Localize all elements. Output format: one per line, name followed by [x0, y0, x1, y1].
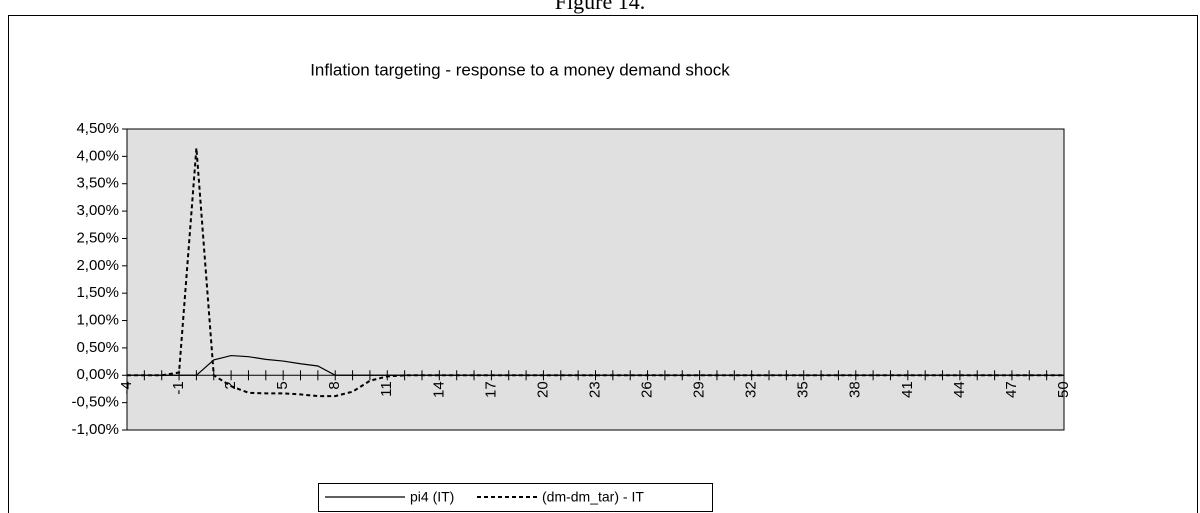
x-tick-label: -1 — [170, 381, 187, 394]
x-tick-label: 35 — [795, 381, 812, 398]
legend-label: pi4 (IT) — [410, 489, 454, 505]
x-tick-label: 50 — [1055, 381, 1072, 398]
y-tick-label: 3,50% — [76, 175, 119, 192]
y-tick-label: 4,50% — [76, 120, 119, 137]
x-tick-label: 38 — [847, 381, 864, 398]
y-tick-label: 3,00% — [76, 202, 119, 219]
x-tick-label: 20 — [534, 381, 551, 398]
legend-label: (dm-dm_tar) - IT — [542, 489, 644, 505]
chart-title: Inflation targeting - response to a mone… — [310, 60, 730, 79]
x-tick-label: 14 — [430, 381, 447, 398]
y-tick-label: -0,50% — [71, 394, 119, 411]
y-tick-label: 1,50% — [76, 284, 119, 301]
series-line — [127, 148, 1064, 398]
x-tick-label: 26 — [639, 381, 656, 398]
x-tick-label: 32 — [743, 381, 760, 398]
y-tick-label: 2,50% — [76, 229, 119, 246]
y-tick-label: 0,00% — [76, 366, 119, 383]
x-tick-label: 44 — [951, 381, 968, 398]
x-tick-label: 5 — [274, 381, 291, 389]
x-tick-label: 17 — [482, 381, 499, 398]
x-tick-label: 47 — [1003, 381, 1020, 398]
y-tick-label: 0,50% — [76, 339, 119, 356]
y-tick-label: 4,00% — [76, 147, 119, 164]
x-tick-label: 8 — [326, 381, 343, 389]
y-tick-label: 1,00% — [76, 312, 119, 329]
x-tick-label: 2 — [222, 381, 239, 389]
y-tick-label: 2,00% — [76, 257, 119, 274]
x-tick-label: 41 — [899, 381, 916, 398]
figure-heading: Figure 14. — [555, 0, 645, 14]
y-tick-label: -1,00% — [71, 421, 119, 438]
x-tick-label: 11 — [378, 381, 395, 397]
x-tick-label: 29 — [691, 381, 708, 398]
x-tick-label: -4 — [118, 381, 135, 394]
x-tick-label: 23 — [586, 381, 603, 398]
